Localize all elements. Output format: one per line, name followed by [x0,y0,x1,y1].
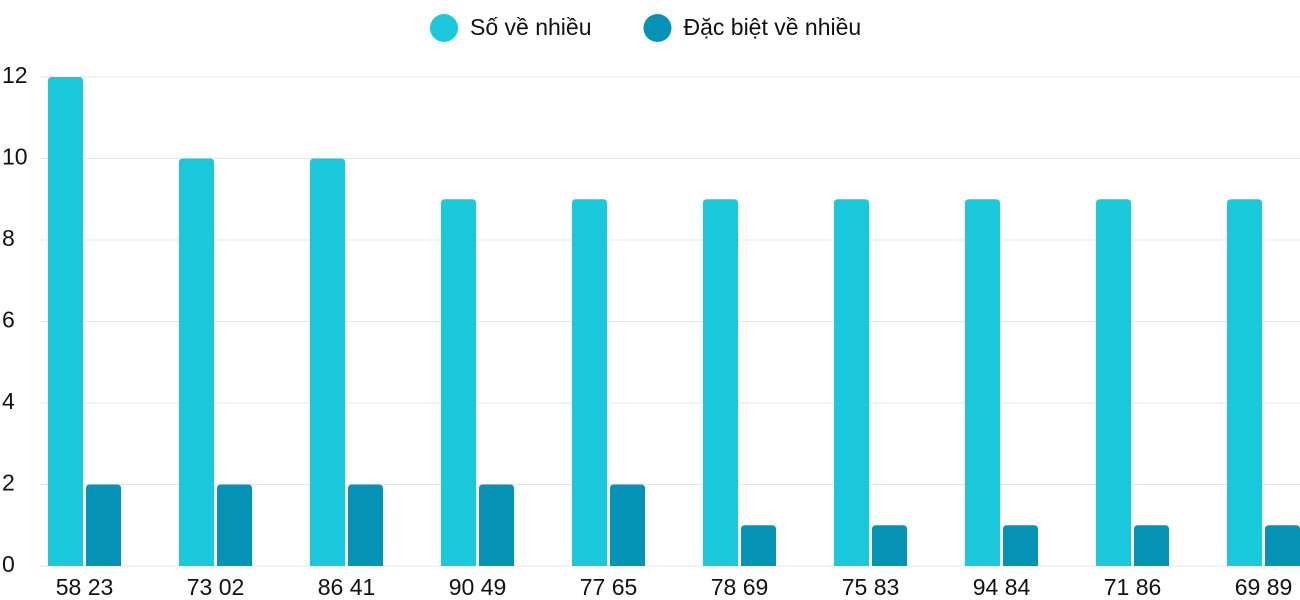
y-tick-label: 4 [2,388,15,414]
x-tick-label: 94 84 [973,574,1031,600]
bar [1096,199,1131,566]
x-tick-label: 71 86 [1104,574,1162,600]
y-tick-label: 0 [2,551,15,577]
x-tick-label: 78 69 [711,574,769,600]
bar [610,484,645,566]
bar [572,199,607,566]
bar [834,199,869,566]
bar [310,158,345,566]
legend-label: Đặc biệt về nhiều [683,14,861,40]
bar [217,484,252,566]
bar [1003,525,1038,566]
bar [965,199,1000,566]
bar [348,484,383,566]
x-tick-label: 90 49 [449,574,507,600]
legend-label: Số về nhiều [470,14,591,40]
bar [1265,525,1300,566]
bar [179,158,214,566]
bar [48,77,83,566]
legend-swatch [430,14,458,42]
legend-swatch [643,14,672,42]
bar [441,199,476,566]
bar [703,199,738,566]
bar [1134,525,1169,566]
y-tick-label: 2 [2,470,15,496]
bar [1227,199,1262,566]
y-tick-label: 6 [2,307,15,333]
bar [741,525,776,566]
bar [479,484,514,566]
x-tick-label: 69 89 [1235,574,1293,600]
y-tick-label: 10 [2,144,28,170]
y-tick-label: 12 [2,62,28,88]
x-tick-label: 75 83 [842,574,900,600]
bar [86,484,121,566]
y-tick-label: 8 [2,225,15,251]
bar [872,525,907,566]
x-tick-label: 58 23 [56,574,114,600]
x-tick-label: 73 02 [187,574,245,600]
x-tick-label: 77 65 [580,574,638,600]
x-tick-label: 86 41 [318,574,376,600]
